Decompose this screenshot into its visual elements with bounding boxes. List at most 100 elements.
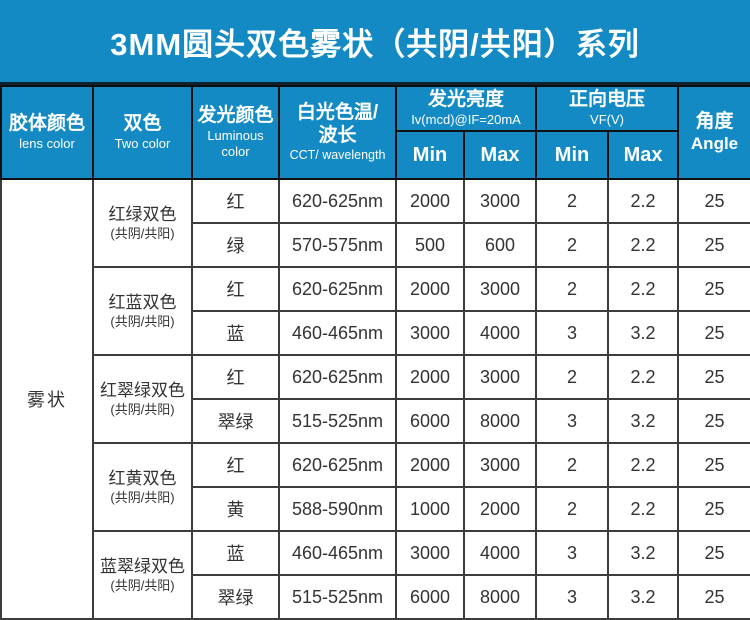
two-color-label-en: Two color [114,135,171,151]
vf-max-cell: 2.2 [607,486,680,533]
luminance-min-cell: 6000 [395,398,465,445]
vf-max-cell: 2.2 [607,178,680,225]
vf-min-cell: 3 [535,574,610,620]
angle-cell: 25 [677,354,750,401]
luminous-color-cell: 黄 [191,486,280,533]
table-body: 雾状 红绿双色 (共阴/共阳) 红 620-625nm 2000 3000 2 2.2 25 绿 57… [0,178,750,620]
wavelength-cell: 588-590nm [278,486,397,533]
wavelength-cell: 620-625nm [278,266,397,313]
luminance-min-cell: 6000 [395,574,465,620]
luminance-max-header: Max [462,130,538,181]
table-row: 雾状 红绿双色 (共阴/共阳) 红 620-625nm 2000 3000 2 2.2 25 [0,178,750,620]
group-sub: (共阴/共阳) [110,401,175,417]
luminance-max-cell: 8000 [462,574,538,620]
luminous-color-label-zh: 发光颜色 [197,104,274,126]
two-color-group-cell: 红翠绿双色 (共阴/共阳) [92,354,193,445]
luminance-max-cell: 4000 [462,530,538,577]
luminance-label-en: Iv(mcd)@IF=20mA [411,111,521,127]
col-header-luminous-color: 发光颜色 Luminous color [191,84,280,181]
angle-label-zh: 角度 [695,110,734,132]
table-row: 翠绿 515-525nm 6000 8000 3 3.2 25 [1,574,750,620]
col-header-lens-color: 胶体颜色 lens color [0,84,94,181]
col-header-two-color: 双色 Two color [92,84,193,181]
vf-max-cell: 3.2 [607,398,680,445]
wavelength-cell: 620-625nm [278,354,397,401]
col-header-forward-voltage: 正向电压 VF(V) [535,84,680,133]
wavelength-cell: 460-465nm [278,310,397,357]
vf-max-cell: 2.2 [607,354,680,401]
luminance-max-cell: 3000 [462,266,538,313]
luminous-color-cell: 翠绿 [191,398,280,445]
voltage-label-en: VF(V) [590,111,624,127]
voltage-label-zh: 正向电压 [569,89,646,110]
luminance-min-header: Min [395,130,465,181]
two-color-group-cell: 红黄双色 (共阴/共阳) [92,442,193,533]
luminance-max-cell: 600 [462,222,538,269]
angle-cell: 25 [677,486,750,533]
vf-min-cell: 3 [535,398,610,445]
vf-min-cell: 2 [535,442,610,489]
table-row: 红蓝双色 (共阴/共阳) 红 620-625nm 2000 3000 2 2.2 25 [1,266,750,357]
luminance-min-cell: 1000 [395,486,465,533]
title-bar: 3MM圆头双色雾状（共阴/共阳）系列 [0,0,750,85]
luminance-min-cell: 500 [395,222,465,269]
wavelength-cell: 620-625nm [278,442,397,489]
luminous-color-cell: 翠绿 [191,574,280,620]
vf-min-cell: 2 [535,486,610,533]
luminance-min-cell: 2000 [395,354,465,401]
header-row-main: 胶体颜色 lens color 双色 Two color 发光颜色 Lumino… [0,84,750,181]
wavelength-cell: 570-575nm [278,222,397,269]
wavelength-cell: 620-625nm [278,178,397,225]
table-row: 绿 570-575nm 500 600 2 2.2 25 [1,222,750,269]
table-row: 红翠绿双色 (共阴/共阳) 红 620-625nm 2000 3000 2 2.2 25 [1,354,750,445]
angle-cell: 25 [677,178,750,225]
angle-cell: 25 [677,222,750,269]
angle-cell: 25 [677,442,750,489]
luminous-color-cell: 蓝 [191,530,280,577]
table-row: 黄 588-590nm 1000 2000 2 2.2 25 [1,486,750,533]
vf-min-cell: 2 [535,222,610,269]
luminous-color-cell: 蓝 [191,310,280,357]
vf-max-cell: 3.2 [607,310,680,357]
vf-min-cell: 3 [535,310,610,357]
col-header-cct-wavelength: 白光色温/ 波长 CCT/ wavelength [278,84,397,181]
luminous-color-cell: 绿 [191,222,280,269]
luminance-max-cell: 3000 [462,178,538,225]
luminance-max-cell: 3000 [462,442,538,489]
table-row: 蓝翠绿双色 (共阴/共阳) 蓝 460-465nm 3000 4000 3 3.2 25 [1,530,750,620]
cct-label-en: CCT/ wavelength [289,147,386,162]
angle-cell: 25 [677,530,750,577]
vf-min-cell: 2 [535,266,610,313]
group-sub: (共阴/共阳) [110,225,175,241]
luminous-color-cell: 红 [191,354,280,401]
table-row: 蓝 460-465nm 3000 4000 3 3.2 25 [1,310,750,357]
luminous-color-cell: 红 [191,442,280,489]
luminance-min-cell: 2000 [395,266,465,313]
vf-max-cell: 3.2 [607,530,680,577]
luminance-max-cell: 4000 [462,310,538,357]
group-name: 红黄双色 [108,469,177,489]
voltage-min-header: Min [535,130,610,181]
group-name: 红绿双色 [108,205,177,225]
voltage-max-header: Max [607,130,680,181]
luminous-color-label-en: Luminous color [207,127,264,159]
two-color-group-cell: 蓝翠绿双色 (共阴/共阳) [92,530,193,620]
vf-max-cell: 2.2 [607,266,680,313]
luminous-color-cell: 红 [191,178,280,225]
group-sub: (共阴/共阳) [110,489,175,505]
cct-label-zh: 白光色温/ 波长 [296,101,379,146]
two-color-group-cell: 红蓝双色 (共阴/共阳) [92,266,193,357]
col-header-angle: 角度 Angle [677,84,750,181]
vf-max-cell: 2.2 [607,442,680,489]
vf-max-cell: 3.2 [607,574,680,620]
group-name: 红翠绿双色 [100,381,185,401]
angle-cell: 25 [677,574,750,620]
lens-color-label-en: lens color [19,135,75,151]
two-color-group-cell: 红绿双色 (共阴/共阳) [92,178,193,269]
spec-table: 胶体颜色 lens color 双色 Two color 发光颜色 Lumino… [0,84,750,620]
header-row-minmax: Min Max Min Max [1,130,750,181]
angle-label-en: Angle [690,134,739,154]
wavelength-cell: 515-525nm [278,574,397,620]
wavelength-cell: 515-525nm [278,398,397,445]
